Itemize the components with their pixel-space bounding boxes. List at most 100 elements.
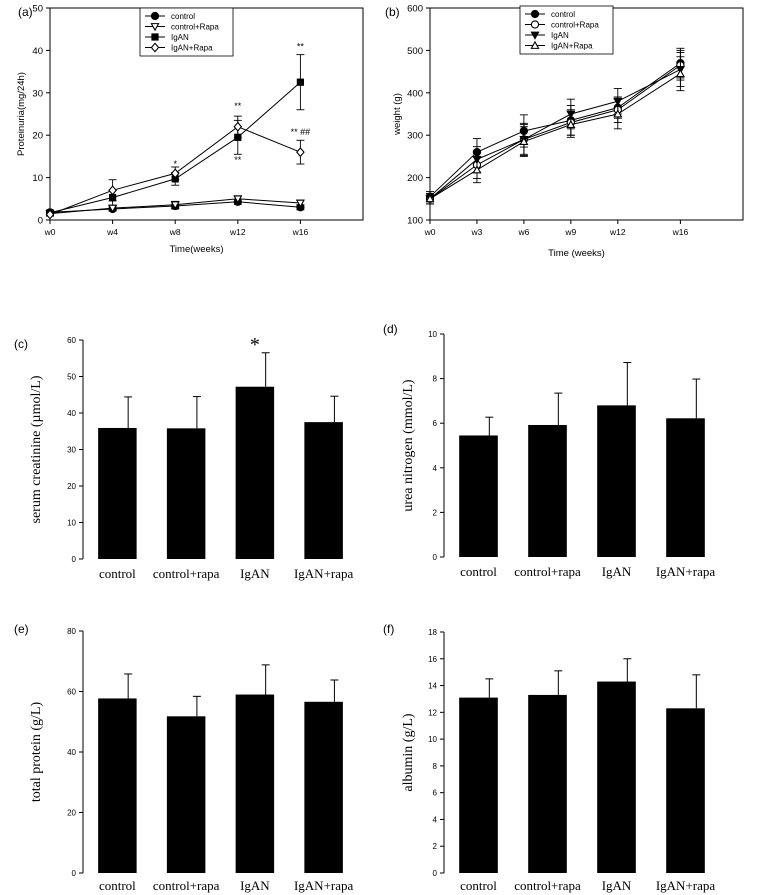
category-label: control+rapa [153, 878, 220, 893]
data-point [296, 147, 305, 158]
y-tick-label: 300 [407, 131, 423, 142]
significance-annotation: ** [234, 101, 242, 111]
data-point [613, 109, 623, 118]
category-label: IgAN [240, 878, 270, 893]
data-point [566, 119, 576, 129]
y-tick-label: 10 [67, 519, 76, 528]
data-point [233, 195, 243, 204]
panel-label: (a) [18, 5, 33, 19]
y-tick-label: 60 [67, 688, 76, 697]
y-tick-label: 20 [67, 482, 76, 491]
x-tick-label: w9 [564, 227, 576, 237]
y-tick-label: 0 [72, 869, 77, 878]
category-label: IgAN [240, 566, 270, 581]
category-label: control [460, 564, 497, 579]
x-tick-label: w6 [517, 227, 529, 237]
y-tick-label: 30 [32, 88, 43, 99]
y-tick-label: 4 [433, 464, 438, 473]
y-tick-label: 50 [67, 373, 76, 382]
x-tick-label: w3 [471, 227, 483, 237]
data-point [45, 209, 55, 220]
y-tick-label: 80 [67, 627, 76, 636]
bar-control [459, 697, 498, 873]
y-axis-title: serum creatinine (µmol/L) [29, 375, 44, 523]
category-label: IgAN+rapa [656, 564, 716, 579]
y-tick-label: 0 [433, 553, 438, 562]
legend-label: control+Rapa [551, 21, 599, 30]
series-line [429, 69, 681, 200]
series-line [429, 73, 681, 200]
y-tick-label: 6 [433, 789, 438, 798]
y-tick-label: 2 [433, 842, 438, 851]
data-point [170, 201, 180, 210]
legend-marker [530, 9, 540, 19]
y-tick-label: 0 [38, 216, 43, 227]
y-axis-title: urea nitrogen (mmol/L) [401, 379, 416, 512]
bar-IgAN [597, 681, 636, 873]
series-IgAN [46, 54, 305, 217]
y-tick-label: 0 [433, 869, 438, 878]
category-label: IgAN+rapa [294, 566, 354, 581]
legend-marker [150, 11, 160, 21]
x-tick-label: w0 [424, 227, 436, 237]
bar-control+rapa [528, 694, 567, 873]
category-label: control [99, 878, 136, 893]
y-tick-label: 20 [67, 809, 76, 818]
legend-marker [151, 33, 159, 41]
bar-IgAN [235, 386, 275, 559]
legend-label: IgAN [551, 31, 569, 40]
category-label: IgAN [602, 564, 632, 579]
y-tick-label: 8 [433, 762, 438, 771]
x-tick-label: w0 [44, 227, 56, 237]
y-tick-label: 18 [428, 628, 437, 637]
y-tick-label: 30 [67, 446, 76, 455]
bar-control+rapa [166, 428, 206, 559]
significance-annotation: * [173, 159, 177, 169]
category-label: control+rapa [514, 878, 581, 893]
bar-IgAN+rapa [304, 422, 343, 559]
panel-label: (c) [14, 337, 28, 351]
panel-label: (e) [14, 622, 29, 636]
category-label: IgAN+rapa [294, 878, 354, 893]
legend-label: IgAN+Rapa [551, 42, 593, 51]
y-axis-title: albumin (g/L) [401, 713, 416, 791]
legend-label: control [551, 10, 575, 19]
y-tick-label: 40 [32, 46, 43, 57]
significance-annotation: ** [234, 155, 242, 165]
x-tick-label: w16 [672, 227, 689, 237]
legend-marker [530, 31, 540, 40]
bar-IgAN+rapa [304, 701, 343, 873]
data-point [296, 78, 305, 86]
data-point [295, 199, 305, 208]
y-tick-label: 12 [428, 708, 437, 717]
series-control+Rapa [45, 195, 305, 219]
y-tick-label: 20 [32, 131, 43, 142]
legend-marker [150, 42, 160, 53]
bar-chart-panel-1: (c) 0 10 20 30 40 50 60 serum creatinine (µmol/L… [14, 334, 354, 581]
legend-label: IgAN [171, 33, 189, 42]
y-tick-label: 10 [428, 735, 437, 744]
series-control [425, 47, 685, 203]
bar-control+rapa [166, 716, 206, 873]
y-tick-label: 10 [428, 330, 437, 339]
line-chart-panel-2: (b) 100 200 300 400 500 600 w0 w3 w6 w9 w12 w16 Time … [385, 4, 744, 259]
y-tick-label: 500 [407, 46, 423, 57]
bar-IgAN [235, 694, 275, 873]
x-axis-title: Time (weeks) [548, 248, 605, 259]
y-tick-label: 40 [67, 748, 76, 757]
x-tick-label: w4 [106, 227, 118, 237]
data-point [170, 168, 180, 179]
category-label: control+rapa [153, 566, 220, 581]
bar-control [459, 435, 498, 557]
data-point [108, 185, 117, 196]
y-tick-label: 100 [407, 216, 423, 227]
panel-label: (f) [383, 622, 394, 636]
panel-label: (d) [383, 322, 398, 336]
y-tick-label: 6 [433, 419, 438, 428]
bar-control [98, 427, 137, 559]
legend-label: control+Rapa [171, 23, 219, 32]
bar-IgAN+rapa [666, 418, 705, 557]
significance-annotation: ** ## [291, 127, 311, 137]
